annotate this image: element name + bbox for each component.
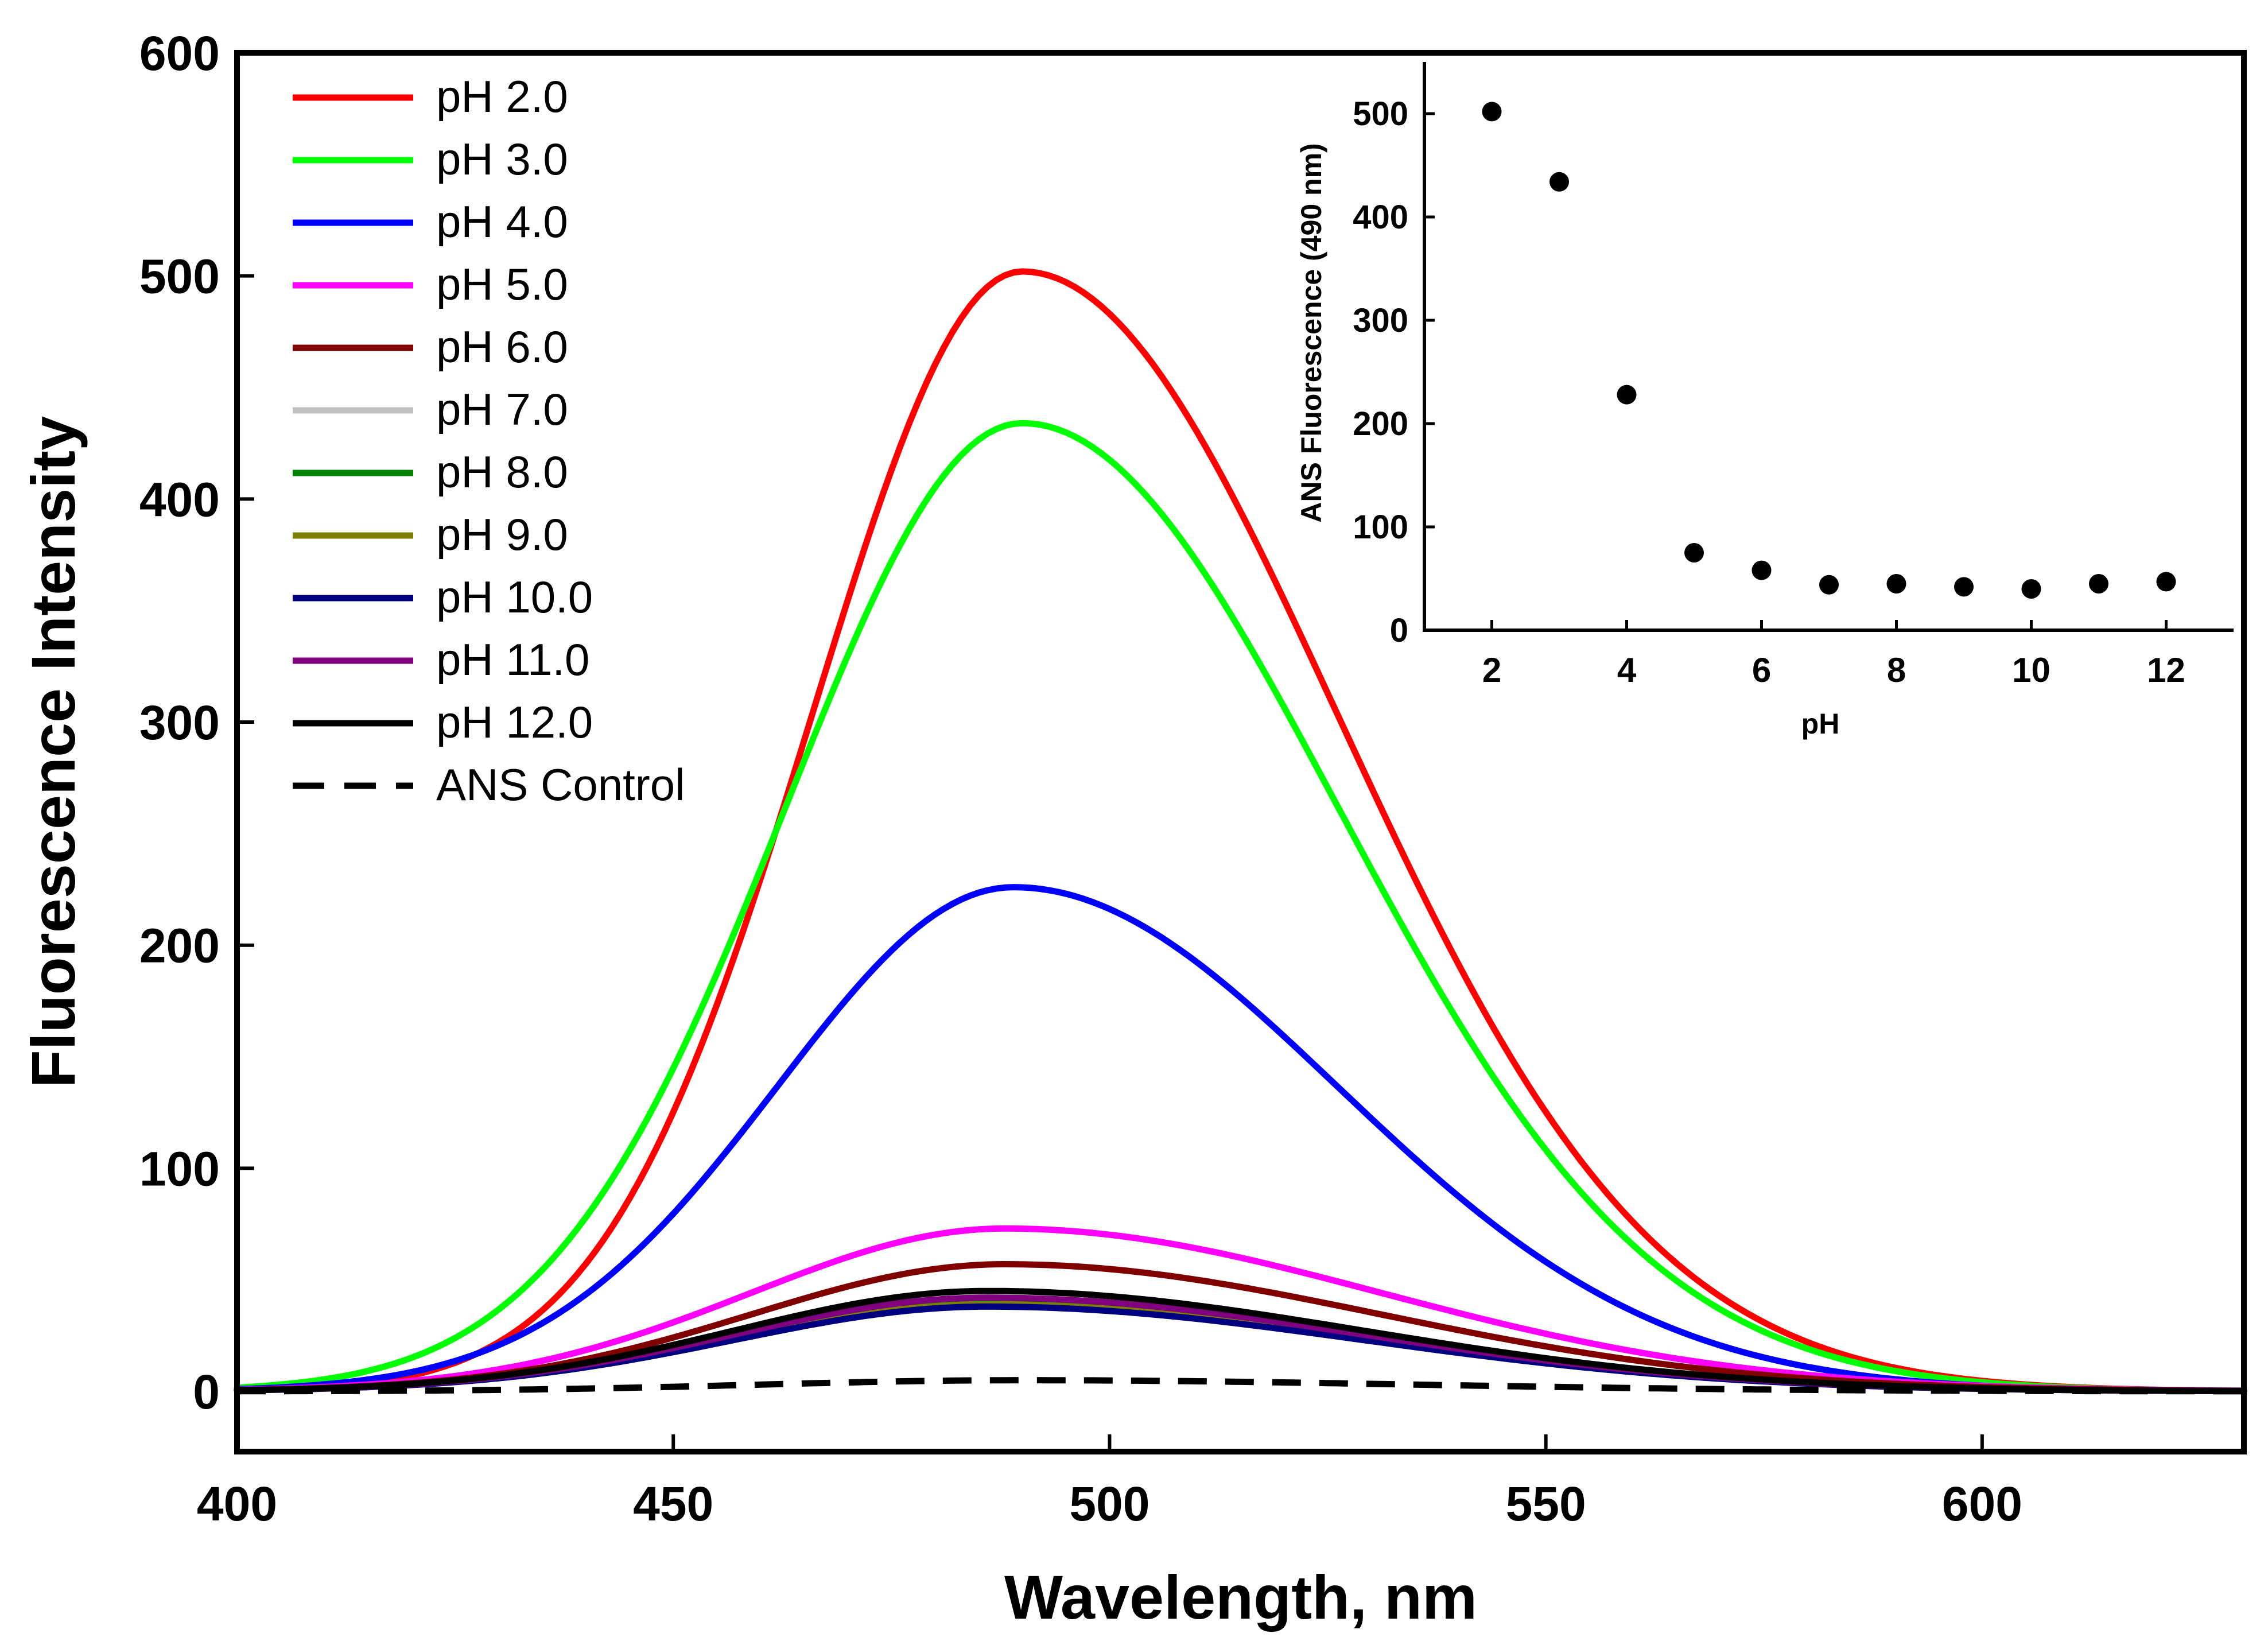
main-y-axis-title: Fluorescence Intensity [18,416,88,1088]
inset-data-point [1617,385,1637,405]
inset-x-tick-label: 6 [1752,651,1771,689]
inset-x-tick-label: 8 [1887,651,1906,689]
inset-points [1482,102,2176,599]
inset-y-tick-label: 400 [1353,199,1408,236]
inset-y-tick-label: 200 [1353,405,1408,443]
main-y-tick-label: 600 [139,26,220,80]
main-y-tick-label: 300 [139,696,220,750]
series-line-ans-control [237,1377,2244,1395]
inset-y-tick-label: 300 [1353,302,1408,339]
series-line-ph-3-0 [234,420,2247,1394]
inset-background [1424,62,2231,636]
inset-x-axis-title: pH [1801,708,1840,740]
main-x-axis: 400 450 500 550 600 [197,1434,2022,1531]
main-y-tick-label: 400 [139,472,220,526]
main-x-tick-label: 550 [1506,1477,1586,1531]
main-y-axis: 0 100 200 300 400 500 600 [139,26,254,1419]
main-x-tick-label: 600 [1942,1477,2022,1531]
inset-data-point [1752,560,1772,580]
legend-label: pH 12.0 [436,697,593,747]
inset-data-point [2089,574,2108,593]
inset-data-point [1886,574,1906,593]
legend-label: pH 10.0 [436,572,593,622]
legend-label: pH 4.0 [436,196,568,247]
legend-label: pH 11.0 [436,634,589,685]
inset-x-tick-label: 4 [1617,651,1637,689]
main-y-tick-label: 200 [139,919,220,973]
legend-label: pH 6.0 [436,321,568,372]
legend-label: pH 8.0 [436,447,568,497]
inset-x-tick-label: 10 [2012,651,2050,689]
inset-data-point [1684,543,1704,563]
inset-y-tick-label: 100 [1353,509,1408,546]
inset-data-point [1819,575,1839,595]
main-x-tick-label: 500 [1069,1477,1149,1531]
inset-data-point [2156,572,2176,592]
series-line-ph-12-0 [234,1287,2247,1394]
main-x-axis-title: Wavelength, nm [1004,1562,1477,1632]
inset-y-tick-label: 0 [1390,612,1408,649]
inset-x-tick-label: 12 [2147,651,2185,689]
main-legend: pH 2.0 pH 3.0 pH 4.0 pH 5.0 pH 6.0 pH 7.0 pH 8… [293,71,685,810]
main-y-tick-label: 100 [139,1142,220,1196]
inset-chart: 0 100 200 300 400 500 2 4 6 8 10 12 pH ANS Fluores… [1295,62,2234,740]
inset-x-tick-label: 2 [1482,651,1501,689]
main-x-tick-label: 400 [197,1477,277,1531]
legend-label: pH 9.0 [436,509,568,560]
inset-y-tick-label: 500 [1353,95,1408,133]
inset-y-axis-title: ANS Fluorescence (490 nm) [1295,143,1327,522]
main-y-tick-label: 500 [139,250,220,304]
legend-label: pH 2.0 [436,71,568,122]
inset-data-point [2021,579,2041,599]
legend-label: ANS Control [436,759,685,810]
inset-data-point [1954,577,1974,597]
legend-label: pH 5.0 [436,259,568,309]
inset-data-point [1482,102,1502,122]
legend-label: pH 3.0 [436,134,568,184]
main-plot-frame [234,50,2247,1454]
inset-x-axis: 2 4 6 8 10 12 [1482,620,2185,689]
main-x-tick-label: 450 [633,1477,713,1531]
legend-label: pH 7.0 [436,384,568,435]
main-y-tick-label: 0 [193,1365,220,1419]
inset-y-axis: 0 100 200 300 400 500 [1353,95,1435,649]
inset-data-point [1549,172,1569,192]
main-curves [234,268,2247,1395]
